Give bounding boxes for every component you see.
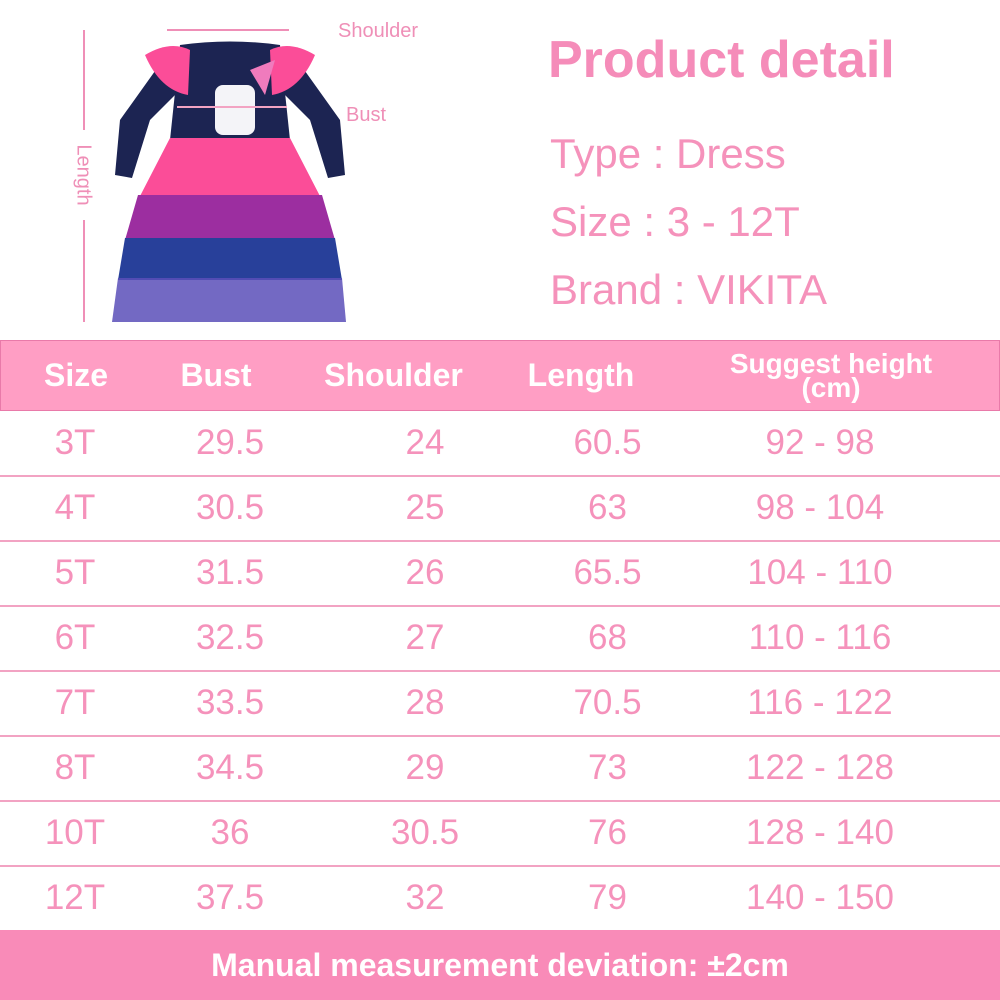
cell-size: 6T bbox=[54, 618, 96, 657]
cell-length: 70.5 bbox=[573, 683, 642, 722]
table-row: 6T 32.5 27 68 110 - 116 bbox=[0, 605, 1000, 672]
cell-length: 76 bbox=[588, 813, 627, 852]
measurement-deviation-note: Manual measurement deviation: ±2cm bbox=[0, 930, 1000, 1000]
header-suggest-height-label: Suggest height bbox=[729, 347, 933, 379]
cell-shoulder: 32 bbox=[405, 878, 445, 917]
product-detail-title: Product detail bbox=[548, 31, 895, 89]
cell-suggest-height: 128 - 140 bbox=[746, 813, 894, 852]
header-bust: Bust bbox=[180, 357, 252, 393]
cell-length: 73 bbox=[588, 748, 627, 787]
table-row: 12T 37.5 32 79 140 - 150 bbox=[0, 865, 1000, 932]
cell-length: 65.5 bbox=[573, 553, 642, 592]
table-row: 10T 36 30.5 76 128 - 140 bbox=[0, 800, 1000, 867]
cell-suggest-height: 140 - 150 bbox=[746, 878, 894, 917]
cell-shoulder: 27 bbox=[405, 618, 445, 657]
cell-suggest-height: 104 - 110 bbox=[747, 553, 893, 592]
cell-suggest-height: 110 - 116 bbox=[748, 618, 892, 657]
table-row: 5T 31.5 26 65.5 104 - 110 bbox=[0, 540, 1000, 607]
cell-bust: 33.5 bbox=[195, 683, 265, 722]
cell-size: 3T bbox=[54, 423, 96, 462]
cell-length: 63 bbox=[588, 488, 627, 527]
cell-shoulder: 28 bbox=[405, 683, 445, 722]
cell-size: 12T bbox=[44, 878, 106, 917]
cell-suggest-height: 98 - 104 bbox=[755, 488, 885, 527]
length-measure-label: Length bbox=[72, 144, 95, 206]
header-shoulder: Shoulder bbox=[324, 357, 463, 393]
cell-size: 8T bbox=[54, 748, 96, 787]
cell-bust: 31.5 bbox=[195, 553, 265, 592]
product-brand: Brand : VIKITA bbox=[550, 266, 827, 313]
header-size: Size bbox=[43, 357, 109, 393]
table-row: 4T 30.5 25 63 98 - 104 bbox=[0, 475, 1000, 542]
dress-product-image bbox=[83, 29, 346, 322]
cell-length: 60.5 bbox=[573, 423, 642, 462]
cell-size: 4T bbox=[54, 488, 96, 527]
cell-suggest-height: 116 - 122 bbox=[747, 683, 893, 722]
shoulder-measure-label: Shoulder bbox=[338, 20, 419, 42]
table-row: 3T 29.5 24 60.5 92 - 98 bbox=[0, 410, 1000, 477]
bust-measure-label: Bust bbox=[346, 104, 387, 126]
size-table-header: Size Bust Shoulder Length Suggest height… bbox=[0, 340, 1000, 411]
cell-shoulder: 30.5 bbox=[390, 813, 460, 852]
cell-bust: 30.5 bbox=[195, 488, 265, 527]
header-suggest-height-unit: (cm) bbox=[801, 371, 861, 403]
cell-suggest-height: 122 - 128 bbox=[746, 748, 894, 787]
cell-shoulder: 26 bbox=[405, 553, 445, 592]
table-row: 7T 33.5 28 70.5 116 - 122 bbox=[0, 670, 1000, 737]
cell-bust: 37.5 bbox=[195, 878, 265, 917]
cell-shoulder: 29 bbox=[405, 748, 445, 787]
cell-bust: 36 bbox=[210, 813, 250, 852]
cell-length: 79 bbox=[588, 878, 627, 917]
cell-suggest-height: 92 - 98 bbox=[765, 423, 875, 462]
product-type: Type : Dress bbox=[550, 130, 786, 177]
cell-bust: 32.5 bbox=[195, 618, 265, 657]
cell-bust: 34.5 bbox=[195, 748, 265, 787]
cell-size: 5T bbox=[54, 553, 96, 592]
header-length: Length bbox=[527, 357, 635, 393]
cell-shoulder: 24 bbox=[405, 423, 445, 462]
table-row: 8T 34.5 29 73 122 - 128 bbox=[0, 735, 1000, 802]
cell-size: 7T bbox=[54, 683, 96, 722]
header-suggest-height: Suggest height (cm) bbox=[701, 341, 961, 410]
cell-length: 68 bbox=[588, 618, 627, 657]
cell-shoulder: 25 bbox=[405, 488, 445, 527]
product-size: Size : 3 - 12T bbox=[550, 198, 800, 245]
cell-size: 10T bbox=[44, 813, 106, 852]
cell-bust: 29.5 bbox=[195, 423, 265, 462]
